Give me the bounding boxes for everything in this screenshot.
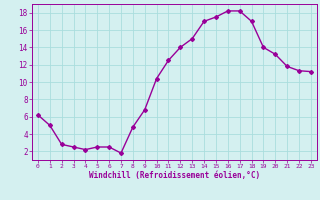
X-axis label: Windchill (Refroidissement éolien,°C): Windchill (Refroidissement éolien,°C) [89,171,260,180]
